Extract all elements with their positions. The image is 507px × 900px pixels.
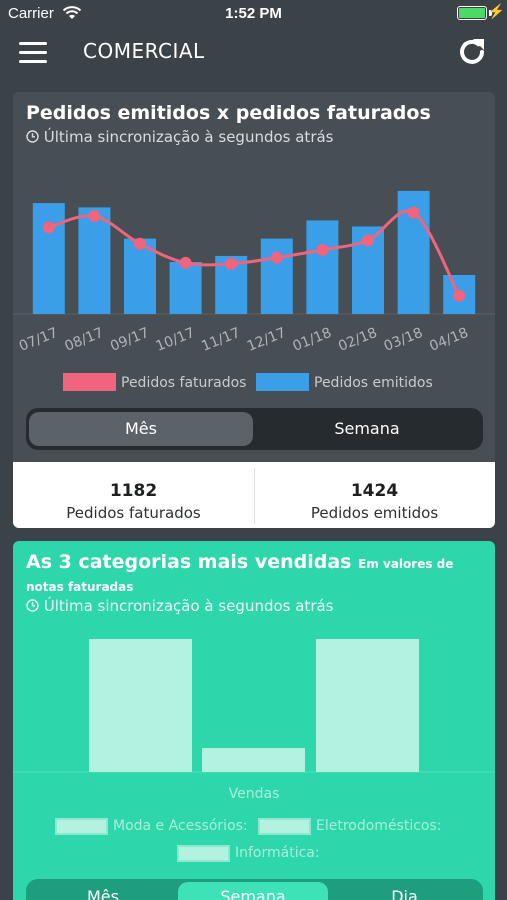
legend-item-informatica: Informática: bbox=[177, 844, 320, 864]
legend-swatch-informatica bbox=[177, 845, 230, 862]
clock: 1:52 PM bbox=[225, 5, 282, 22]
point-faturados bbox=[88, 210, 101, 223]
legend-swatch-faturados bbox=[63, 373, 116, 391]
legend-swatch-emitidos bbox=[256, 373, 309, 391]
legend-label-faturados: Pedidos faturados bbox=[121, 375, 247, 391]
point-faturados bbox=[407, 206, 420, 219]
bar-emitidos bbox=[78, 207, 111, 314]
categories-title-note: Em valores de notas faturadas bbox=[26, 557, 454, 594]
orders-sync-label: Última sincronização à segundos atrás bbox=[43, 128, 334, 146]
legend-label-emitidos: Pedidos emitidos bbox=[314, 375, 433, 391]
bar-emitidos bbox=[32, 203, 65, 314]
legend-item-faturados: Pedidos faturados bbox=[63, 370, 246, 396]
battery-cap bbox=[489, 10, 492, 16]
x-tick-label: 08/17 bbox=[62, 325, 105, 355]
total-faturados-value: 1182 bbox=[109, 481, 158, 501]
charging-icon: ⚡ bbox=[487, 3, 505, 19]
clock-icon bbox=[26, 130, 39, 143]
bar-emitidos bbox=[124, 238, 156, 314]
orders-period-segment: Mês Semana bbox=[26, 408, 483, 450]
categories-x-label: Vendas bbox=[228, 786, 280, 802]
legend-swatch-eletro bbox=[258, 818, 311, 835]
legend-label-informatica: Informática: bbox=[235, 845, 320, 861]
point-faturados bbox=[270, 251, 283, 264]
wifi-icon bbox=[62, 5, 82, 25]
x-tick-label: 04/18 bbox=[427, 325, 470, 355]
point-faturados bbox=[453, 289, 466, 302]
segment-month[interactable]: Mês bbox=[29, 412, 253, 446]
x-tick-label: 07/17 bbox=[17, 325, 60, 355]
legend-item-eletro: Eletrodomésticos: bbox=[258, 817, 442, 837]
orders-chart: 07/17 08/17 09/17 10/17 11/17 12/17 01/18 02/18… bbox=[13, 190, 495, 355]
orders-sync-text: Última sincronização à segundos atrás bbox=[26, 128, 334, 146]
legend-label-eletro: Eletrodomésticos: bbox=[316, 818, 442, 834]
x-tick-label: 10/17 bbox=[154, 325, 197, 355]
bar-emitidos bbox=[169, 262, 202, 314]
bar-category bbox=[316, 639, 419, 772]
categories-period-segment: Mês Semana Dia bbox=[26, 879, 483, 900]
total-emitidos-label: Pedidos emitidos bbox=[310, 504, 439, 522]
categories-sync-text: Última sincronização à segundos atrás bbox=[26, 597, 334, 615]
segment2-month[interactable]: Mês bbox=[87, 887, 119, 900]
categories-card: As 3 categorias mais vendidas Em valores… bbox=[13, 541, 495, 900]
bar-emitidos bbox=[306, 220, 339, 314]
categories-card-title: As 3 categorias mais vendidas Em valores… bbox=[26, 551, 486, 597]
bar-category bbox=[202, 748, 305, 772]
x-tick-label: 01/18 bbox=[290, 325, 333, 355]
bar-emitidos bbox=[260, 238, 293, 314]
carrier-label: Carrier bbox=[8, 5, 54, 22]
line-faturados bbox=[48, 209, 461, 297]
orders-legend: Pedidos faturados Pedidos emitidos bbox=[13, 370, 495, 396]
categories-chart bbox=[13, 639, 495, 773]
clock-icon bbox=[26, 599, 39, 612]
orders-totals: 1182 Pedidos faturados 1424 Pedidos emit… bbox=[13, 462, 495, 528]
point-faturados bbox=[42, 221, 55, 234]
total-faturados: 1182 Pedidos faturados bbox=[13, 462, 254, 528]
page-title: COMERCIAL bbox=[83, 39, 205, 63]
nav-bar: COMERCIAL bbox=[0, 28, 507, 78]
orders-card: Pedidos emitidos x pedidos faturados Últ… bbox=[13, 92, 495, 528]
status-bar: Carrier 1:52 PM ⚡ bbox=[0, 0, 507, 28]
total-emitidos-value: 1424 bbox=[350, 481, 399, 501]
point-faturados bbox=[225, 257, 238, 270]
bar-category bbox=[89, 639, 192, 772]
legend-item-emitidos: Pedidos emitidos bbox=[256, 370, 433, 396]
x-tick-label: 12/17 bbox=[245, 325, 288, 355]
total-emitidos: 1424 Pedidos emitidos bbox=[254, 462, 495, 528]
x-tick-label: 02/18 bbox=[336, 325, 379, 355]
segment2-week[interactable]: Semana bbox=[178, 882, 328, 900]
battery-icon bbox=[457, 6, 487, 20]
total-faturados-label: Pedidos faturados bbox=[66, 504, 201, 522]
point-faturados bbox=[362, 234, 374, 247]
legend-swatch-moda bbox=[55, 818, 108, 835]
legend-item-moda: Moda e Acessórios: bbox=[55, 817, 248, 837]
point-faturados bbox=[179, 256, 192, 269]
segment2-day[interactable]: Dia bbox=[391, 887, 418, 900]
orders-card-title: Pedidos emitidos x pedidos faturados bbox=[26, 102, 431, 124]
categories-sync-label: Última sincronização à segundos atrás bbox=[43, 597, 334, 615]
point-faturados bbox=[316, 243, 329, 256]
hamburger-menu-icon[interactable] bbox=[19, 42, 47, 64]
point-faturados bbox=[134, 237, 146, 250]
legend-label-moda: Moda e Acessórios: bbox=[113, 818, 248, 834]
x-tick-label: 03/18 bbox=[382, 325, 425, 355]
x-tick-label: 09/17 bbox=[108, 325, 151, 355]
refresh-icon[interactable] bbox=[457, 36, 489, 68]
segment-week[interactable]: Semana bbox=[334, 419, 400, 438]
categories-title-main: As 3 categorias mais vendidas bbox=[26, 551, 352, 573]
totals-divider bbox=[254, 468, 255, 524]
x-tick-label: 11/17 bbox=[199, 325, 242, 355]
